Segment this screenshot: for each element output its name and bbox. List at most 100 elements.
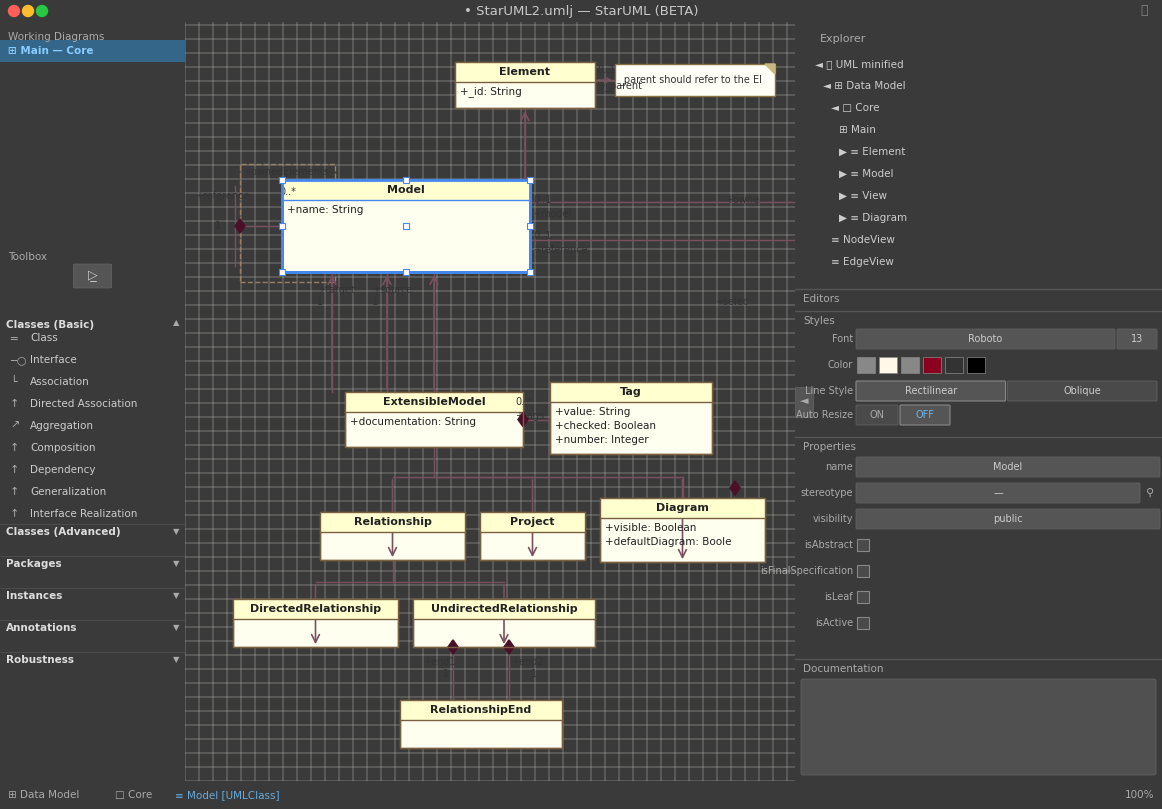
Text: Auto Resize: Auto Resize: [796, 410, 853, 420]
Text: • StarUML2.umlj — StarUML (BETA): • StarUML2.umlj — StarUML (BETA): [464, 5, 698, 18]
Bar: [858, 565, 869, 577]
Text: ▶ ≡ Element: ▶ ≡ Element: [839, 147, 905, 157]
Text: ↑: ↑: [10, 443, 20, 453]
Text: Styles: Styles: [803, 316, 834, 326]
Bar: [282, 180, 530, 272]
Text: Relationship: Relationship: [353, 517, 431, 527]
Text: Roboto: Roboto: [968, 334, 1003, 344]
Text: 0..1: 0..1: [533, 231, 551, 241]
Text: +target: +target: [317, 285, 354, 295]
Bar: [413, 599, 595, 647]
FancyBboxPatch shape: [901, 405, 951, 425]
Text: Working Diagrams: Working Diagrams: [8, 32, 105, 42]
Text: 1: 1: [531, 669, 537, 679]
Bar: [320, 512, 465, 560]
Text: UndirectedRelationship: UndirectedRelationship: [431, 604, 578, 614]
Text: +tags: +tags: [515, 411, 544, 421]
Bar: [967, 357, 985, 373]
FancyBboxPatch shape: [856, 457, 1160, 477]
Text: 1: 1: [215, 221, 221, 231]
Text: Robustness: Robustness: [6, 655, 74, 665]
Bar: [858, 357, 875, 373]
Text: ↑: ↑: [10, 399, 20, 409]
Bar: [550, 382, 712, 402]
Bar: [282, 180, 530, 200]
Bar: [456, 62, 595, 82]
Text: ▲: ▲: [172, 318, 179, 327]
Bar: [945, 357, 963, 373]
Text: DirectedRelationship: DirectedRelationship: [250, 604, 381, 614]
Polygon shape: [504, 640, 514, 654]
Text: Interface Realization: Interface Realization: [30, 509, 137, 519]
Text: RelationshipEnd: RelationshipEnd: [430, 705, 532, 715]
Bar: [550, 382, 712, 454]
Text: Properties: Properties: [803, 442, 856, 452]
Bar: [345, 392, 523, 447]
Text: Directed Association: Directed Association: [30, 399, 137, 409]
Text: +end1: +end1: [423, 657, 456, 667]
Text: ▷̲: ▷̲: [87, 269, 98, 282]
Text: +documentation: String: +documentation: String: [350, 417, 476, 427]
Bar: [550, 382, 712, 454]
Text: 13: 13: [1131, 334, 1143, 344]
Bar: [320, 512, 465, 532]
Polygon shape: [449, 640, 458, 654]
Bar: [320, 512, 465, 560]
Bar: [400, 700, 562, 748]
FancyBboxPatch shape: [856, 381, 1005, 401]
FancyBboxPatch shape: [856, 483, 1140, 503]
Text: Class: Class: [30, 333, 58, 343]
Bar: [400, 700, 562, 748]
Bar: [345, 392, 523, 412]
Text: isActive: isActive: [815, 618, 853, 628]
FancyBboxPatch shape: [1117, 329, 1157, 349]
Text: isLeaf: isLeaf: [824, 592, 853, 602]
Bar: [279, 223, 285, 229]
Text: Toolbox: Toolbox: [8, 252, 46, 262]
Text: isAbstract: isAbstract: [804, 540, 853, 550]
Bar: [241, 164, 335, 282]
Text: Editors: Editors: [803, 294, 839, 304]
Text: Explorer: Explorer: [820, 34, 867, 44]
Text: ↗: ↗: [10, 421, 20, 431]
Text: Tag: Tag: [621, 387, 641, 397]
FancyBboxPatch shape: [856, 509, 1160, 529]
Text: +end2: +end2: [511, 657, 544, 667]
Text: └: └: [10, 377, 16, 387]
Bar: [528, 269, 533, 275]
Text: 1: 1: [372, 297, 378, 307]
Bar: [528, 177, 533, 183]
Text: ↑: ↑: [10, 487, 20, 497]
Bar: [279, 269, 285, 275]
Text: Interface: Interface: [30, 355, 77, 365]
Text: ═: ═: [10, 333, 16, 343]
Text: ⊞ Main — Core: ⊞ Main — Core: [8, 46, 93, 56]
Text: ▶ ≡ View: ▶ ≡ View: [839, 191, 887, 201]
Text: ≡ EdgeView: ≡ EdgeView: [831, 257, 894, 267]
Text: visibility: visibility: [812, 514, 853, 524]
Text: Association: Association: [30, 377, 89, 387]
Polygon shape: [730, 481, 740, 495]
Text: Documentation: Documentation: [803, 664, 883, 674]
Bar: [279, 177, 285, 183]
Text: ≡ NodeView: ≡ NodeView: [831, 235, 895, 245]
Text: ⊞ Main: ⊞ Main: [839, 125, 876, 135]
Text: ON: ON: [869, 410, 884, 420]
Bar: [456, 62, 595, 108]
Text: ▶ ≡ Model: ▶ ≡ Model: [839, 169, 894, 179]
Bar: [923, 357, 941, 373]
Text: Classes (Basic): Classes (Basic): [6, 320, 94, 330]
Bar: [403, 223, 409, 229]
Text: +value: String: +value: String: [555, 407, 630, 417]
Bar: [234, 599, 399, 619]
Text: ◄ □ Core: ◄ □ Core: [831, 103, 880, 113]
Bar: [282, 180, 530, 272]
Text: 100%: 100%: [1125, 790, 1154, 800]
Text: Line Style: Line Style: [805, 386, 853, 396]
Text: name: name: [825, 462, 853, 472]
Text: Classes (Advanced): Classes (Advanced): [6, 527, 121, 537]
Text: stereotype: stereotype: [801, 488, 853, 498]
Text: ↑: ↑: [10, 509, 20, 519]
FancyBboxPatch shape: [856, 405, 898, 425]
Text: ▼: ▼: [172, 591, 179, 600]
